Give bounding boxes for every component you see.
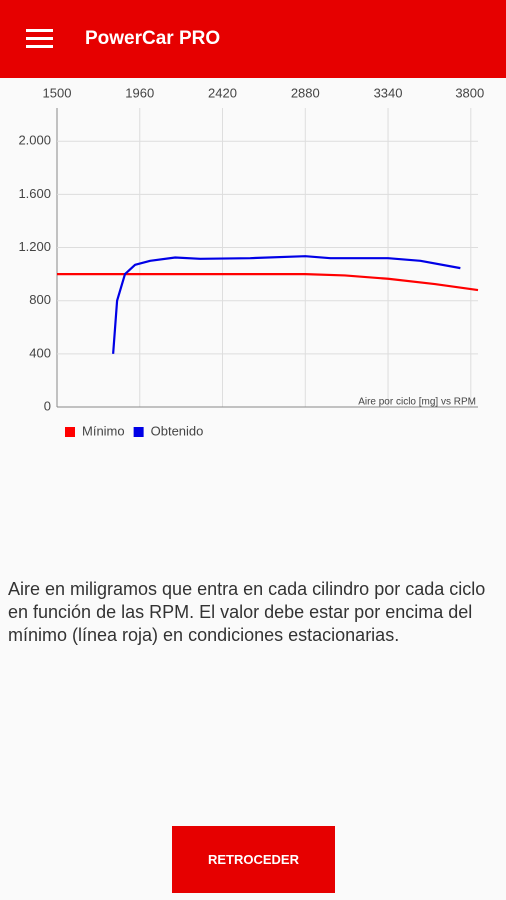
series-line (57, 273, 479, 292)
annotation: Aire por ciclo [mg] vs RPM (358, 397, 476, 408)
y-tick-label: 400 (29, 345, 51, 360)
legend-swatch (133, 427, 144, 437)
series-line (112, 255, 461, 354)
app-title: PowerCar PRO (85, 28, 221, 49)
x-tick-label: 1960 (125, 85, 154, 100)
y-tick-label: 1.600 (18, 186, 51, 201)
y-tick-label: 2.000 (18, 133, 51, 148)
legend-label: Mínimo (82, 423, 125, 438)
menu-button[interactable] (26, 29, 53, 49)
y-tick-label: 0 (44, 398, 51, 413)
y-tick-label: 800 (29, 292, 51, 307)
legend-label: Obtenido (151, 423, 204, 438)
description: Aire en miligramos que entra en cada cil… (8, 579, 486, 645)
app-bar: PowerCar PRO (0, 0, 506, 78)
y-tick-label: 1.200 (18, 239, 51, 254)
x-tick-label: 3800 (455, 85, 484, 100)
x-tick-label: 2880 (291, 85, 320, 100)
x-tick-label: 2420 (208, 85, 237, 100)
back-button[interactable]: RETROCEDER (172, 826, 335, 893)
x-tick-label: 3340 (374, 85, 403, 100)
chart: 1500 1960 2420 2880 3340 3800 0 400 800 1.200 1.60… (18, 85, 484, 438)
x-tick-label: 1500 (43, 85, 72, 100)
legend-swatch (65, 427, 75, 437)
